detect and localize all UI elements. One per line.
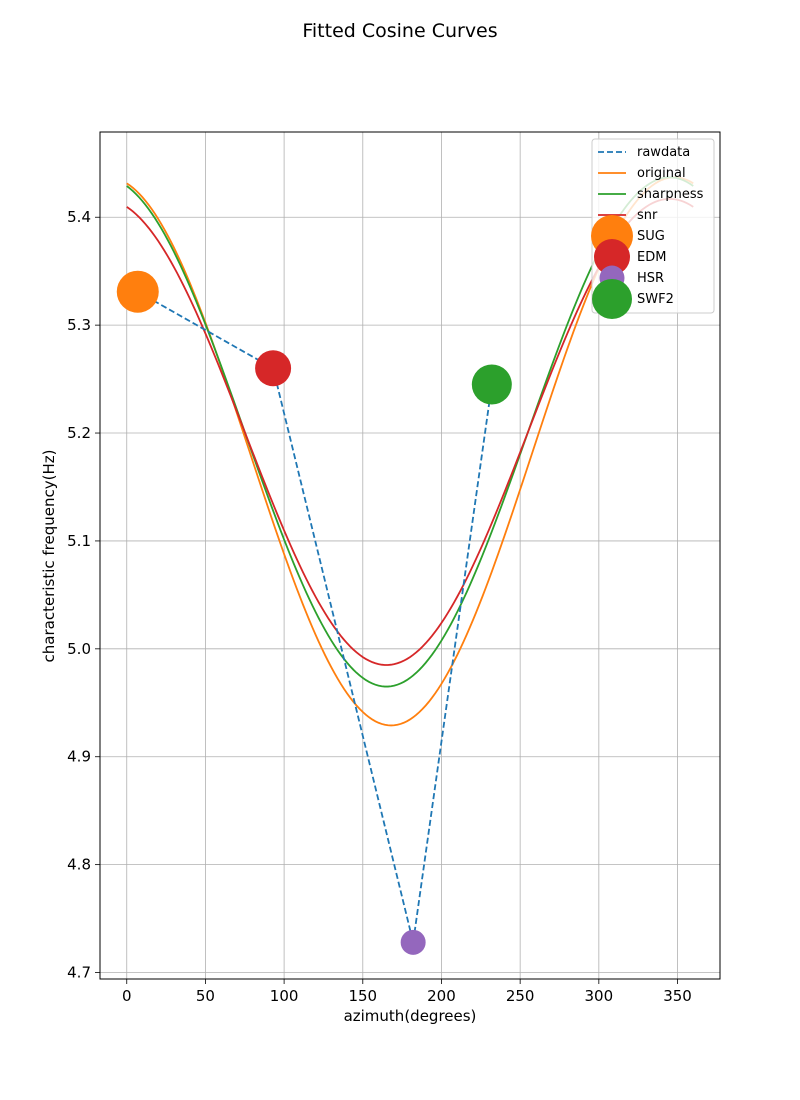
legend-label: SWF2 bbox=[637, 292, 674, 307]
y-axis-label: characteristic frequency(Hz) bbox=[40, 450, 58, 663]
y-tick-label: 5.3 bbox=[67, 316, 91, 334]
legend-label: rawdata bbox=[637, 145, 690, 160]
x-tick-label: 0 bbox=[122, 987, 132, 1005]
legend-label: EDM bbox=[637, 250, 666, 265]
swf2-marker bbox=[471, 364, 512, 405]
x-axis-label: azimuth(degrees) bbox=[344, 1007, 477, 1025]
y-axis-ticks: 4.7 4.8 4.9 5.0 5.1 5.2 5.3 5.4 bbox=[67, 208, 100, 982]
x-tick-label: 300 bbox=[585, 987, 614, 1005]
y-tick-label: 4.9 bbox=[67, 748, 91, 766]
y-tick-label: 5.1 bbox=[67, 532, 91, 550]
edm-marker bbox=[255, 350, 292, 387]
hsr-marker bbox=[400, 929, 426, 955]
chart-title: Fitted Cosine Curves bbox=[302, 20, 497, 42]
x-tick-label: 100 bbox=[270, 987, 299, 1005]
edm-legend-marker bbox=[594, 239, 630, 275]
y-tick-label: 5.2 bbox=[67, 424, 91, 442]
x-axis-ticks: 0 50 100 150 200 250 300 350 bbox=[122, 979, 692, 1005]
x-tick-label: 150 bbox=[348, 987, 377, 1005]
x-tick-label: 200 bbox=[427, 987, 456, 1005]
station-markers bbox=[116, 270, 512, 955]
legend-label: snr bbox=[637, 208, 658, 223]
y-tick-label: 5.4 bbox=[67, 208, 91, 226]
legend-label: sharpness bbox=[637, 187, 704, 202]
y-tick-label: 4.7 bbox=[67, 964, 91, 982]
sug-marker bbox=[116, 270, 159, 313]
rawdata-series bbox=[137, 290, 493, 943]
legend-label: HSR bbox=[637, 271, 664, 286]
legend: rawdata original sharpness snr SUG EDM HSR SWF2 bbox=[591, 138, 715, 319]
swf2-legend-marker bbox=[592, 279, 632, 319]
plot-frame bbox=[99, 131, 721, 980]
x-tick-label: 50 bbox=[196, 987, 215, 1005]
legend-label: original bbox=[637, 166, 686, 181]
y-tick-label: 5.0 bbox=[67, 640, 91, 658]
legend-label: SUG bbox=[637, 229, 665, 244]
x-tick-label: 250 bbox=[506, 987, 535, 1005]
grid bbox=[100, 132, 720, 979]
y-tick-label: 4.8 bbox=[67, 856, 91, 874]
rawdata-line bbox=[137, 290, 493, 943]
x-tick-label: 350 bbox=[663, 987, 692, 1005]
